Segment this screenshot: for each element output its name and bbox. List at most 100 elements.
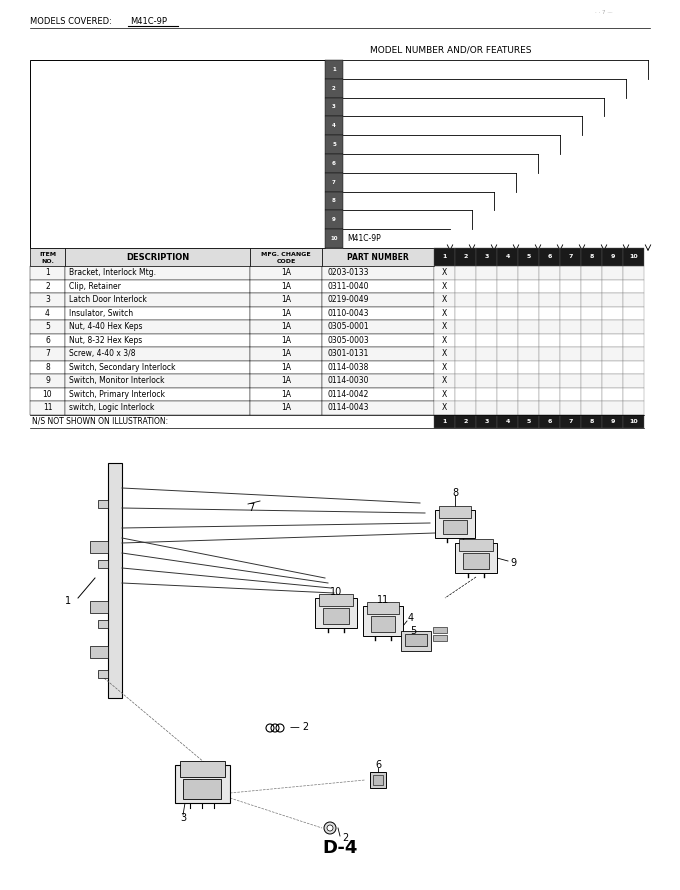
Bar (322, 360, 434, 374)
Bar (602, 266, 623, 279)
Bar (433, 627, 447, 633)
Bar (476, 266, 497, 279)
Bar (476, 401, 497, 415)
Bar (602, 347, 623, 360)
Text: 8: 8 (332, 198, 336, 204)
Text: 1A: 1A (281, 282, 291, 291)
Bar (30, 347, 65, 360)
Bar (623, 387, 644, 401)
Bar (30, 360, 65, 374)
Bar (539, 415, 560, 428)
Bar (325, 135, 343, 154)
Text: 1: 1 (332, 67, 336, 72)
Bar (602, 387, 623, 401)
Bar (560, 360, 581, 374)
Bar (560, 387, 581, 401)
Bar (455, 248, 476, 266)
Text: Insulator, Switch: Insulator, Switch (69, 309, 133, 318)
Bar (623, 374, 644, 387)
Text: 1A: 1A (281, 390, 291, 399)
Bar (434, 401, 455, 415)
Text: 9: 9 (45, 376, 50, 385)
Bar (325, 98, 343, 117)
Bar (434, 347, 455, 360)
Bar (560, 306, 581, 320)
Bar (183, 779, 221, 799)
Text: ITEM: ITEM (39, 252, 56, 257)
Text: 0301-0131: 0301-0131 (328, 349, 369, 359)
Bar (250, 334, 322, 347)
Text: 9: 9 (611, 419, 615, 424)
Bar (250, 266, 322, 279)
Bar (65, 248, 250, 266)
Bar (65, 293, 250, 306)
Bar (497, 306, 518, 320)
Text: 0114-0042: 0114-0042 (328, 390, 369, 399)
Bar (322, 279, 434, 293)
Text: 2: 2 (463, 419, 468, 424)
Bar (315, 598, 357, 628)
Bar (455, 306, 476, 320)
Bar (518, 360, 539, 374)
Bar (497, 347, 518, 360)
Bar (250, 387, 322, 401)
Bar (581, 320, 602, 334)
Text: N/S NOT SHOWN ON ILLUSTRATION:: N/S NOT SHOWN ON ILLUSTRATION: (32, 417, 168, 425)
Bar (623, 293, 644, 306)
Text: PART NUMBER: PART NUMBER (347, 253, 409, 262)
Text: 2: 2 (463, 255, 468, 260)
Text: Clip, Retainer: Clip, Retainer (69, 282, 121, 291)
Bar (539, 248, 560, 266)
Text: 10: 10 (43, 390, 52, 399)
Bar (455, 347, 476, 360)
Bar (322, 401, 434, 415)
Text: D-4: D-4 (322, 839, 358, 857)
Bar (455, 374, 476, 387)
Text: 4: 4 (505, 419, 510, 424)
Text: 0203-0133: 0203-0133 (328, 268, 369, 278)
Bar (322, 347, 434, 360)
Bar (65, 306, 250, 320)
Text: 1A: 1A (281, 363, 291, 372)
Text: 6: 6 (332, 161, 336, 166)
Bar (581, 401, 602, 415)
Text: Nut, 4-40 Hex Keps: Nut, 4-40 Hex Keps (69, 322, 143, 331)
Bar (325, 191, 343, 210)
Bar (539, 293, 560, 306)
Bar (623, 415, 644, 428)
Bar (434, 334, 455, 347)
Bar (30, 387, 65, 401)
Bar (476, 387, 497, 401)
Bar (476, 415, 497, 428)
Bar (560, 347, 581, 360)
Bar (443, 520, 467, 534)
Circle shape (324, 822, 336, 834)
Bar (373, 775, 383, 785)
Text: 0219-0049: 0219-0049 (328, 295, 369, 304)
Bar (65, 320, 250, 334)
Bar (108, 463, 122, 698)
Bar (325, 60, 343, 79)
Bar (250, 401, 322, 415)
Text: 9: 9 (510, 558, 516, 568)
Bar (518, 279, 539, 293)
Bar (250, 374, 322, 387)
Bar (476, 320, 497, 334)
Text: 6: 6 (547, 255, 551, 260)
Bar (497, 401, 518, 415)
Text: 8: 8 (452, 488, 458, 498)
Text: 5: 5 (526, 255, 530, 260)
Bar (322, 320, 434, 334)
Text: X: X (442, 363, 447, 372)
Text: 5: 5 (332, 142, 336, 147)
Bar (497, 360, 518, 374)
Text: 3: 3 (484, 419, 489, 424)
Bar (602, 320, 623, 334)
Bar (539, 374, 560, 387)
Bar (581, 293, 602, 306)
Text: 1A: 1A (281, 295, 291, 304)
Text: 8: 8 (590, 255, 594, 260)
Text: 3: 3 (180, 813, 186, 823)
Bar (539, 334, 560, 347)
Bar (560, 248, 581, 266)
